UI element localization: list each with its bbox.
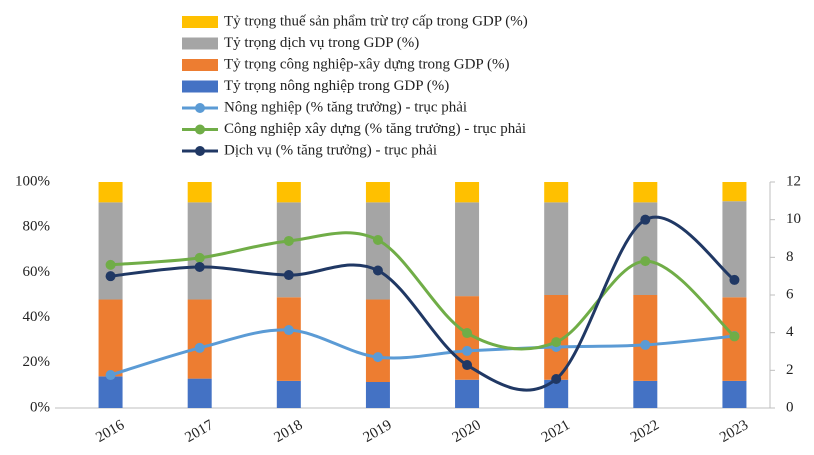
line-marker: [640, 214, 651, 225]
y-tick-label: 0%: [30, 399, 50, 415]
line-marker: [372, 352, 383, 363]
bar-segment: [633, 380, 658, 408]
x-tick-label: 2016: [93, 417, 127, 446]
line-marker: [283, 270, 294, 281]
y-tick-label: 20%: [23, 354, 51, 370]
line-marker: [640, 256, 651, 267]
bar-segment: [544, 182, 569, 203]
bar-segment: [98, 299, 123, 377]
y2-tick-label: 12: [786, 173, 801, 189]
line: [110, 328, 735, 377]
bar-segment: [544, 202, 569, 295]
bar-segment: [98, 202, 123, 300]
bar-segment: [365, 202, 390, 300]
y2-tick-label: 8: [786, 249, 794, 265]
legend-marker: [195, 146, 205, 156]
y2-tick-label: 2: [786, 362, 794, 378]
line-marker: [551, 373, 562, 384]
legend-label: Nông nghiệp (% tăng trưởng) - trục phải: [224, 99, 467, 115]
y2-tick-label: 6: [786, 286, 794, 302]
line-marker: [194, 261, 205, 272]
line-marker: [283, 235, 294, 246]
line-marker: [194, 342, 205, 353]
legend-swatch: [182, 59, 218, 71]
bar-segment: [365, 299, 390, 383]
bar-segment: [365, 182, 390, 203]
legend-label: Tỷ trọng nông nghiệp trong GDP (%): [224, 78, 449, 94]
bar-segment: [722, 380, 747, 408]
x-tick-label: 2023: [717, 417, 751, 446]
legend-swatch: [182, 16, 218, 28]
bar-segment: [276, 202, 301, 298]
legend-marker: [195, 103, 205, 113]
x-tick-label: 2019: [361, 417, 395, 446]
legend-label: Tỷ trọng công nghiệp-xây dựng trong GDP …: [224, 56, 509, 72]
bar-segment: [187, 378, 212, 408]
line-marker: [729, 274, 740, 285]
bar-segment: [365, 382, 390, 408]
line-marker: [194, 252, 205, 263]
y-tick-label: 40%: [23, 309, 51, 325]
legend-swatch: [182, 80, 218, 93]
bar-segment: [722, 182, 747, 202]
bar-segment: [187, 182, 212, 203]
line-marker: [462, 360, 473, 371]
legend-marker: [195, 124, 205, 135]
bar-segment: [276, 380, 301, 408]
line-marker: [462, 328, 473, 339]
bar-segment: [455, 182, 480, 203]
line-marker: [105, 259, 116, 270]
legend-label: Dịch vụ (% tăng trưởng) - trục phải: [224, 142, 437, 158]
legend-label: Công nghiệp xây dựng (% tăng trưởng) - t…: [224, 121, 526, 137]
legend-swatch: [182, 37, 218, 50]
bar-segment: [98, 376, 123, 408]
x-tick-label: 2017: [182, 417, 216, 446]
line-marker: [105, 271, 116, 282]
x-tick-label: 2020: [450, 417, 484, 446]
line-marker: [283, 325, 294, 336]
bar-segment: [276, 297, 301, 381]
line-marker: [372, 265, 383, 276]
bar-segment: [455, 379, 480, 408]
bar-segment: [276, 182, 301, 203]
line-marker: [729, 331, 740, 342]
line-marker: [551, 337, 562, 348]
line-marker: [105, 370, 116, 381]
y-tick-label: 100%: [15, 173, 50, 189]
x-tick-label: 2018: [272, 417, 306, 446]
bar-segment: [187, 202, 212, 300]
bar-segment: [633, 295, 658, 381]
line-marker: [462, 345, 473, 356]
y-tick-label: 60%: [23, 264, 51, 280]
bar-segment: [187, 299, 212, 379]
y-tick-label: 80%: [23, 219, 51, 235]
x-tick-label: 2021: [539, 417, 573, 446]
bar-segment: [455, 202, 480, 297]
bar-segment: [98, 182, 123, 203]
y2-tick-label: 4: [786, 324, 794, 340]
legend-label: Tỷ trọng dịch vụ trong GDP (%): [224, 35, 419, 51]
line-marker: [640, 339, 651, 350]
y2-tick-label: 0: [786, 399, 794, 415]
y2-tick-label: 10: [786, 211, 801, 227]
line-marker: [372, 235, 383, 246]
x-tick-label: 2022: [628, 417, 662, 446]
bar-segment: [633, 182, 658, 203]
legend-label: Tỷ trọng thuế sản phẩm trừ trợ cấp trong…: [224, 13, 528, 29]
